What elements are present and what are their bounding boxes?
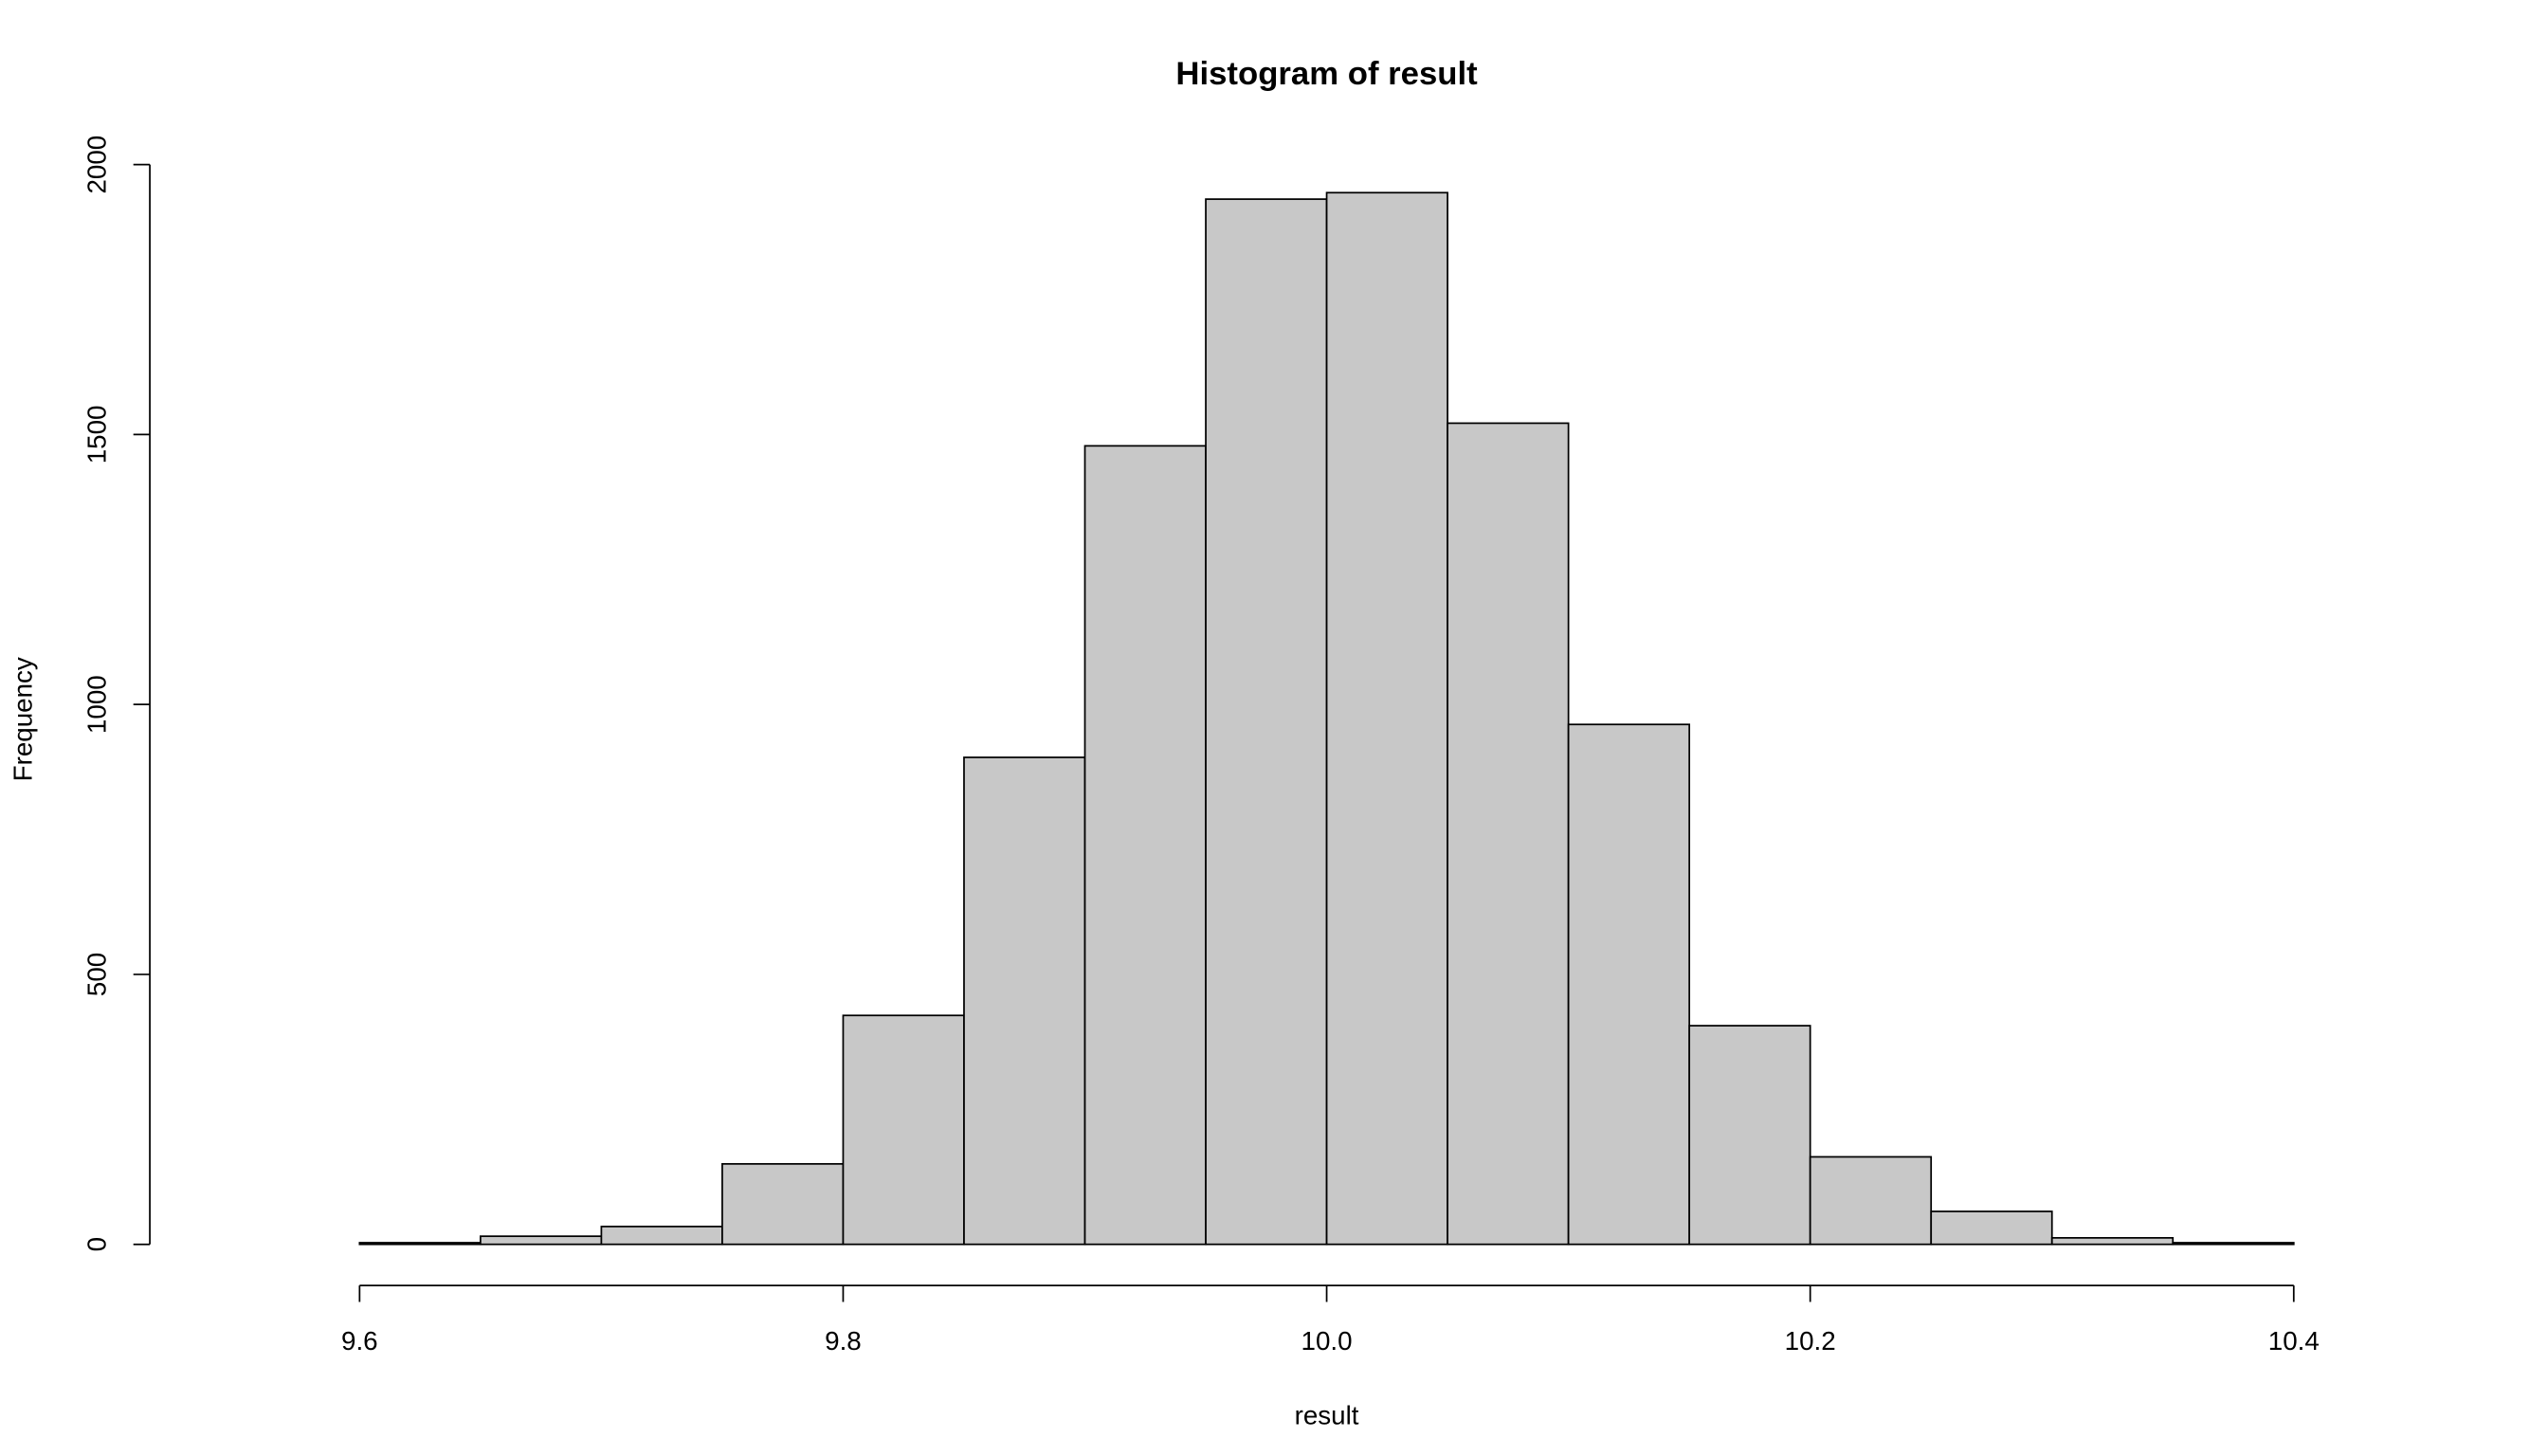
bar — [2050, 1236, 2175, 1246]
y-axis-label: Frequency — [8, 657, 37, 781]
y-tick-label: 500 — [82, 953, 112, 996]
bar — [480, 1235, 603, 1246]
bar — [1567, 723, 1691, 1246]
x-tick-label: 10.2 — [1785, 1326, 1836, 1356]
bar — [721, 1162, 845, 1246]
y-tick-label: 1500 — [82, 406, 112, 464]
chart-title: Histogram of result — [1175, 56, 1478, 92]
x-tick-label: 10.0 — [1301, 1326, 1353, 1356]
bar — [1809, 1156, 1933, 1246]
bar — [600, 1226, 723, 1246]
bar — [1930, 1210, 2053, 1246]
bar — [1083, 445, 1207, 1246]
y-tick-label: 2000 — [82, 136, 112, 194]
bar — [1325, 191, 1448, 1246]
bar — [963, 756, 1086, 1246]
x-tick-label: 9.8 — [825, 1326, 862, 1356]
bar — [842, 1014, 965, 1246]
bar — [1688, 1025, 1811, 1246]
bar — [2172, 1242, 2295, 1246]
x-tick-label: 10.4 — [2268, 1326, 2320, 1356]
bar — [1205, 198, 1328, 1246]
x-axis-label: result — [1295, 1400, 1359, 1429]
bar — [358, 1242, 482, 1246]
x-tick-label: 9.6 — [341, 1326, 378, 1356]
y-tick-label: 1000 — [82, 675, 112, 734]
y-tick-label: 0 — [82, 1237, 112, 1251]
bar — [1447, 422, 1570, 1246]
